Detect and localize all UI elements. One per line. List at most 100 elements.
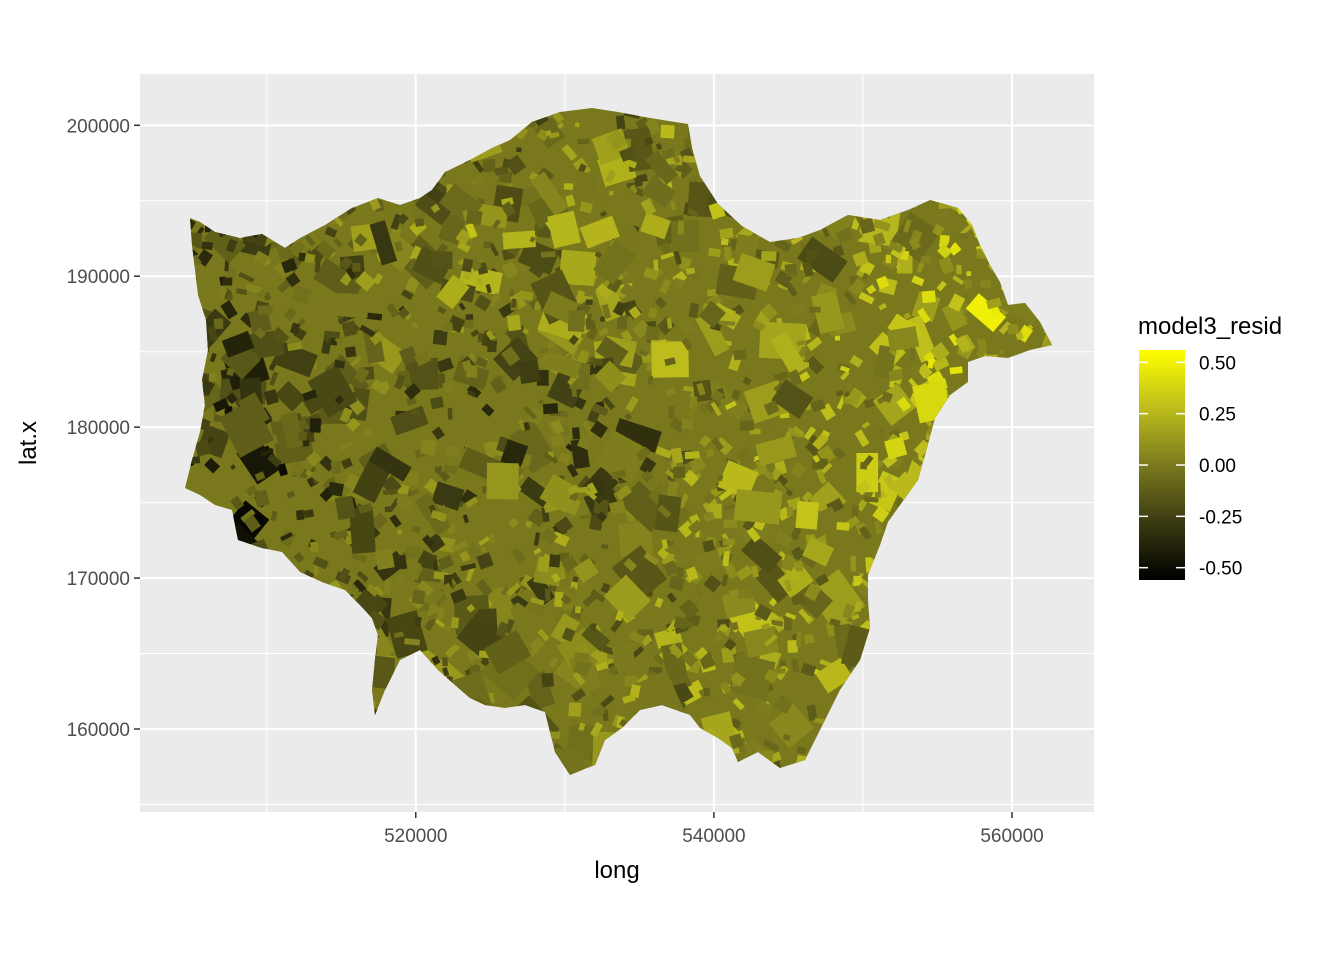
map-area — [461, 258, 474, 273]
map-area — [339, 256, 353, 271]
map-area — [771, 379, 814, 420]
map-area — [510, 547, 526, 564]
map-area — [873, 219, 891, 232]
map-area — [579, 514, 593, 520]
map-area — [572, 671, 586, 686]
map-area — [247, 329, 285, 360]
map-area — [703, 574, 722, 593]
map-area — [661, 539, 669, 550]
map-area — [768, 703, 815, 749]
map-area — [356, 570, 369, 582]
map-area — [624, 413, 633, 421]
map-area — [850, 555, 856, 572]
map-area — [668, 575, 685, 592]
map-area — [599, 316, 606, 323]
map-area — [334, 216, 344, 227]
map-area — [681, 338, 693, 351]
map-area — [657, 504, 672, 519]
map-area — [938, 256, 955, 275]
map-area — [338, 440, 353, 451]
map-area — [437, 306, 447, 315]
map-area — [578, 722, 586, 732]
map-area — [790, 594, 805, 606]
map-area — [746, 369, 753, 376]
map-area — [536, 128, 550, 142]
map-area — [550, 433, 565, 448]
map-area — [643, 551, 659, 566]
map-area — [895, 263, 902, 270]
map-area — [1007, 323, 1020, 335]
map-area — [720, 681, 732, 695]
map-area — [411, 589, 426, 605]
map-area — [469, 665, 481, 674]
map-area — [465, 496, 479, 509]
map-area — [334, 359, 346, 369]
map-area — [368, 596, 379, 602]
map-area — [829, 618, 841, 627]
map-area — [476, 552, 494, 570]
map-area — [216, 286, 228, 299]
map-area — [723, 503, 739, 511]
map-area — [450, 572, 462, 585]
map-area — [518, 419, 526, 431]
map-area — [309, 541, 320, 553]
map-area — [854, 601, 863, 612]
map-area — [304, 234, 316, 247]
map-area — [966, 271, 972, 277]
map-area — [486, 462, 519, 500]
map-area — [670, 220, 700, 253]
map-area — [619, 146, 637, 162]
map-area — [800, 662, 817, 677]
map-area — [406, 396, 417, 406]
map-area — [405, 276, 420, 293]
map-area — [801, 261, 814, 278]
map-area — [658, 278, 672, 295]
map-area — [786, 506, 794, 517]
map-area — [802, 537, 835, 567]
map-area — [645, 150, 678, 185]
map-area — [607, 489, 616, 502]
map-area — [673, 616, 688, 630]
map-area — [563, 183, 574, 190]
map-area — [280, 411, 304, 450]
map-area — [397, 213, 409, 225]
map-area — [665, 387, 677, 397]
map-area — [695, 311, 730, 357]
map-area — [327, 481, 344, 497]
map-area — [304, 569, 315, 579]
map-area — [602, 396, 616, 411]
map-area — [502, 230, 536, 250]
map-area — [600, 694, 615, 709]
map-area — [209, 352, 217, 363]
map-area — [485, 283, 492, 294]
map-area — [810, 290, 845, 335]
map-area — [213, 318, 224, 330]
map-area — [688, 519, 704, 535]
map-area — [628, 306, 642, 320]
map-area — [543, 151, 555, 166]
map-area — [571, 347, 590, 365]
map-area — [730, 671, 746, 687]
map-area — [773, 696, 793, 715]
map-area — [695, 585, 703, 598]
legend-label: -0.50 — [1199, 559, 1242, 580]
map-area — [561, 144, 578, 161]
map-area — [523, 421, 531, 431]
map-area — [321, 339, 332, 355]
map-area — [330, 460, 342, 474]
map-area — [733, 488, 783, 525]
map-area — [489, 533, 495, 544]
map-area — [801, 275, 811, 285]
map-area — [577, 433, 593, 450]
map-area — [917, 307, 931, 324]
map-area — [394, 573, 407, 589]
map-area — [958, 232, 968, 239]
map-area — [681, 418, 694, 430]
map-area — [998, 349, 1004, 356]
map-area — [721, 574, 729, 587]
map-area — [585, 317, 596, 331]
map-area — [541, 672, 555, 688]
map-area — [369, 331, 385, 346]
map-area — [784, 263, 798, 277]
map-area — [539, 473, 580, 514]
